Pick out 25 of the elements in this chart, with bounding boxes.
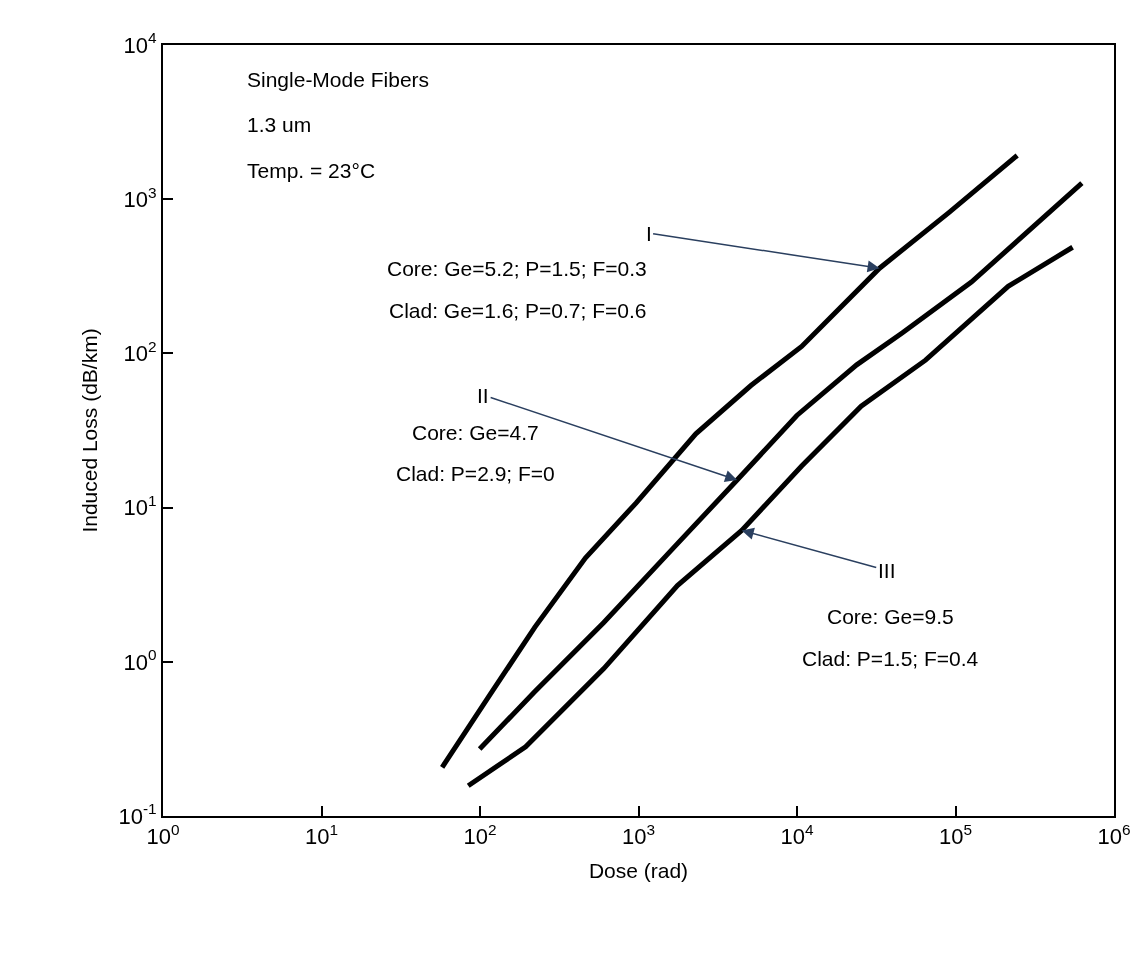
y-axis-title: Induced Loss (dB/km): [78, 328, 102, 533]
annotation: Clad: P=1.5; F=0.4: [802, 647, 979, 670]
x-tick-label: 10$^{2}$: [463, 821, 497, 850]
y-tick-label: 10$^{3}$: [123, 183, 157, 212]
annotation: 1.3 um: [247, 113, 312, 136]
annotation: III: [878, 559, 896, 582]
annotation: II: [477, 384, 489, 407]
y-tick-label: 10$^{0}$: [123, 646, 157, 675]
annotation: I: [646, 222, 652, 245]
annotation: Temp. = 23°C: [247, 159, 376, 182]
x-tick-label: 10$^{5}$: [938, 821, 973, 850]
y-tick-label: 10$^{1}$: [123, 492, 157, 521]
annotation: Core: Ge=4.7: [412, 421, 539, 444]
y-tick-label: 10$^{2}$: [123, 337, 157, 367]
x-tick-label: 10$^{1}$: [304, 821, 339, 850]
x-tick-label: 10$^{3}$: [621, 821, 656, 850]
y-tick-label: 10$^{4}$: [123, 29, 158, 58]
annotation: Core: Ge=9.5: [827, 605, 954, 628]
x-tick-label: 10$^{4}$: [780, 821, 814, 850]
annotation: Core: Ge=5.2; P=1.5; F=0.3: [387, 257, 647, 280]
x-axis-title: Dose (rad): [588, 859, 689, 883]
x-tick-label: 10$^{6}$: [1097, 821, 1131, 850]
annotation: Clad: Ge=1.6; P=0.7; F=0.6: [389, 299, 647, 322]
annotation: Clad: P=2.9; F=0: [396, 462, 555, 485]
annotation: Single-Mode Fibers: [247, 68, 430, 91]
